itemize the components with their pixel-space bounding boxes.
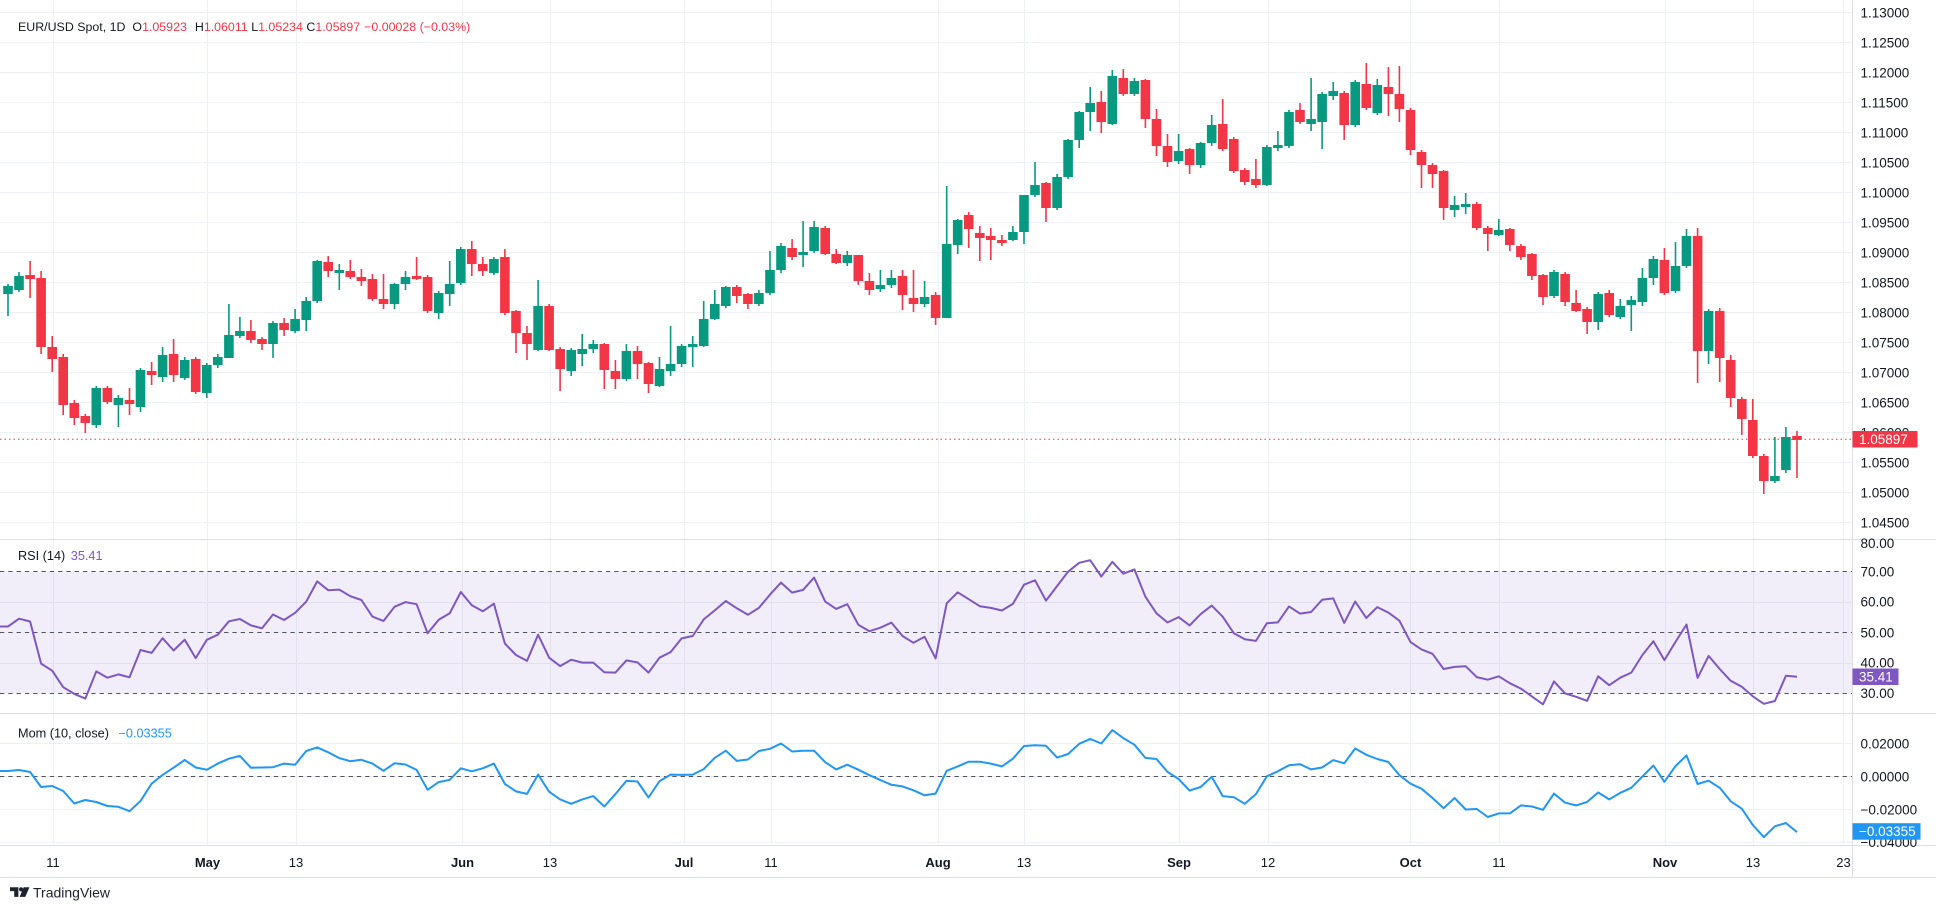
svg-text:1.09000: 1.09000 bbox=[1861, 245, 1910, 260]
svg-text:1.09500: 1.09500 bbox=[1861, 215, 1910, 230]
svg-text:1.05000: 1.05000 bbox=[1861, 485, 1910, 500]
svg-text:Oct: Oct bbox=[1400, 855, 1422, 870]
svg-text:1.06500: 1.06500 bbox=[1861, 395, 1910, 410]
svg-text:−0.03355: −0.03355 bbox=[1859, 824, 1916, 839]
svg-text:Jul: Jul bbox=[675, 855, 694, 870]
svg-text:May: May bbox=[195, 855, 221, 870]
svg-text:−0.02000: −0.02000 bbox=[1861, 802, 1918, 817]
svg-text:Aug: Aug bbox=[925, 855, 950, 870]
svg-text:1.05897: 1.05897 bbox=[1859, 432, 1908, 447]
svg-text:Mom (10, close) −0.03355: Mom (10, close) −0.03355 bbox=[18, 727, 172, 741]
svg-text:11: 11 bbox=[1492, 855, 1506, 870]
svg-text:40.00: 40.00 bbox=[1861, 656, 1895, 671]
svg-text:1.08500: 1.08500 bbox=[1861, 275, 1910, 290]
svg-text:80.00: 80.00 bbox=[1861, 536, 1895, 551]
svg-text:1.08000: 1.08000 bbox=[1861, 305, 1910, 320]
svg-text:30.00: 30.00 bbox=[1861, 686, 1895, 701]
svg-text:12: 12 bbox=[1261, 855, 1275, 870]
svg-text:13: 13 bbox=[1746, 855, 1760, 870]
svg-text:13: 13 bbox=[289, 855, 303, 870]
svg-text:70.00: 70.00 bbox=[1861, 565, 1895, 580]
svg-text:60.00: 60.00 bbox=[1861, 595, 1895, 610]
svg-text:Jun: Jun bbox=[451, 855, 474, 870]
svg-text:1.04500: 1.04500 bbox=[1861, 515, 1910, 530]
svg-text:1.12500: 1.12500 bbox=[1861, 35, 1910, 50]
svg-text:11: 11 bbox=[46, 855, 60, 870]
svg-text:50.00: 50.00 bbox=[1861, 626, 1895, 641]
svg-text:1.07000: 1.07000 bbox=[1861, 365, 1910, 380]
svg-text:1.07500: 1.07500 bbox=[1861, 335, 1910, 350]
svg-text:1.12000: 1.12000 bbox=[1861, 65, 1910, 80]
svg-text:Nov: Nov bbox=[1653, 855, 1678, 870]
svg-text:1.10500: 1.10500 bbox=[1861, 155, 1910, 170]
svg-text:23: 23 bbox=[1836, 855, 1850, 870]
svg-text:1.13000: 1.13000 bbox=[1861, 5, 1910, 20]
svg-text:1.11000: 1.11000 bbox=[1861, 125, 1909, 140]
svg-text:11: 11 bbox=[764, 855, 778, 870]
svg-text:1.10000: 1.10000 bbox=[1861, 185, 1910, 200]
svg-text:0.00000: 0.00000 bbox=[1861, 769, 1910, 784]
svg-text:35.41: 35.41 bbox=[1859, 670, 1893, 685]
svg-text:1.05500: 1.05500 bbox=[1861, 455, 1910, 470]
svg-text:13: 13 bbox=[543, 855, 557, 870]
svg-text:TradingView: TradingView bbox=[33, 885, 111, 901]
svg-text:RSI (14) 35.41: RSI (14) 35.41 bbox=[18, 549, 103, 563]
svg-text:13: 13 bbox=[1017, 855, 1031, 870]
svg-text:Sep: Sep bbox=[1167, 855, 1191, 870]
svg-text:1.11500: 1.11500 bbox=[1861, 95, 1909, 110]
svg-text:0.02000: 0.02000 bbox=[1861, 736, 1910, 751]
